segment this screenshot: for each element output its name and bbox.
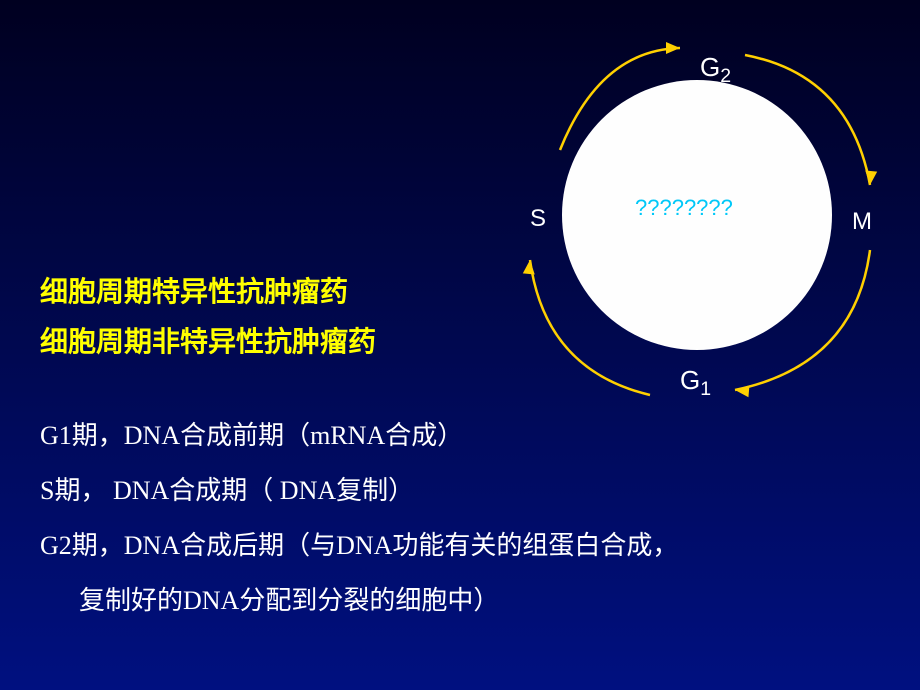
heading-nonspecific-drugs: 细胞周期非特异性抗肿瘤药 bbox=[40, 320, 376, 360]
phase-label-s: S bbox=[530, 205, 546, 233]
cell-cycle-center-label: ???????? bbox=[635, 195, 733, 221]
phase-label-m: M bbox=[852, 208, 872, 236]
heading-specific-drugs: 细胞周期特异性抗肿瘤药 bbox=[40, 270, 348, 310]
note-s-phase: S期， DNA合成期（ DNA复制） bbox=[40, 470, 414, 507]
note-g1-phase: G1期，DNA合成前期（mRNA合成） bbox=[40, 415, 463, 452]
phase-g1-main: G bbox=[680, 365, 700, 395]
phase-label-g1: G1 bbox=[680, 365, 711, 401]
phase-g2-sub: 2 bbox=[720, 65, 731, 87]
phase-g1-sub: 1 bbox=[700, 378, 711, 400]
note-g2-phase-line1: G2期，DNA合成后期（与DNA功能有关的组蛋白合成， bbox=[40, 525, 678, 562]
note-g2-phase-line2: 复制好的DNA分配到分裂的细胞中） bbox=[40, 580, 499, 617]
phase-label-g2: G2 bbox=[700, 52, 731, 88]
phase-g2-main: G bbox=[700, 52, 720, 82]
phase-m-main: M bbox=[852, 208, 872, 235]
phase-s-main: S bbox=[530, 205, 546, 232]
slide-root: ???????? G2 M G1 S 细胞周期特异性抗肿瘤药 细胞周期非特异性抗… bbox=[0, 0, 920, 690]
